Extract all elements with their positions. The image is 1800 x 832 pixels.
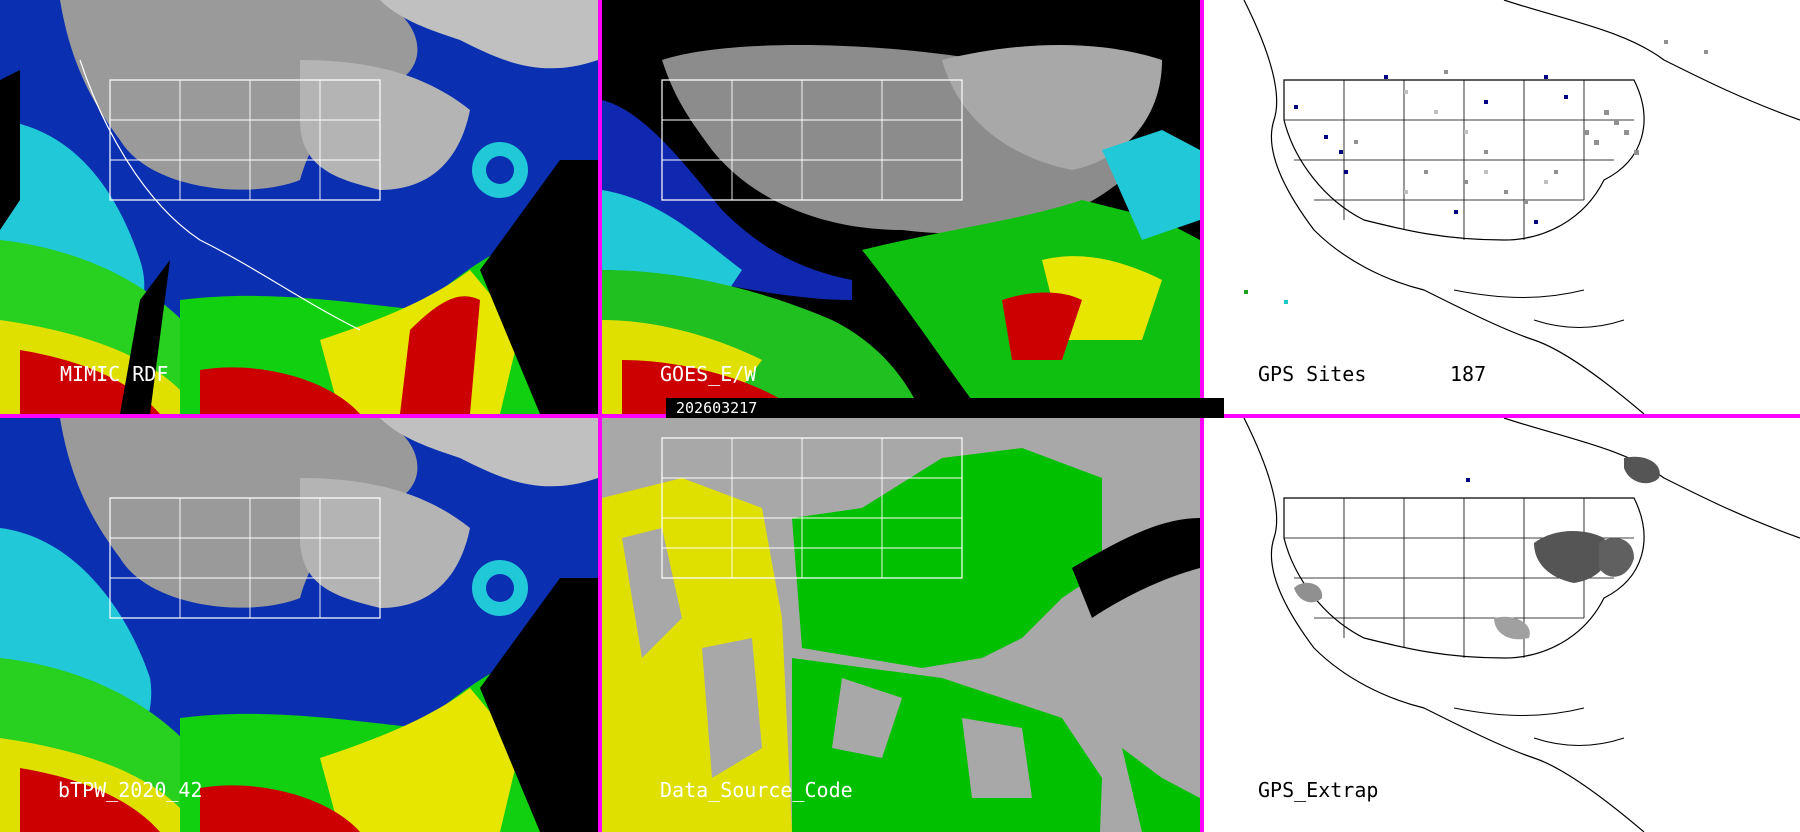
mimic-rdf-map [0,0,598,414]
panel-goes-ew: GOES_E/W [602,0,1200,414]
panel-label: GPS Sites [1258,362,1367,386]
panel-gps-sites: GPS Sites 187 [1204,0,1800,414]
btpw-map [0,418,598,832]
date-bar: 202603217 [666,398,1224,418]
goes-ew-map [602,0,1200,414]
panel-data-source-code: Data_Source_Code [602,418,1200,832]
gps-sites-map [1243,0,1800,414]
panel-label: bTPW_2020_42 [58,778,203,802]
panel-gps-extrap: GPS_Extrap [1204,418,1800,832]
panel-btpw: bTPW_2020_42 [0,418,598,832]
gps-extrap-map [1243,418,1800,832]
panel-label: Data_Source_Code [660,778,853,802]
panel-mimic-rdf: MIMIC RDF [0,0,598,414]
panel-label: GOES_E/W [660,362,757,386]
date-label: 202603217 [676,399,758,417]
panel-label: GPS_Extrap [1258,778,1379,802]
gps-site-count: 187 [1450,362,1487,386]
data-source-code-map [602,418,1200,832]
panel-label: MIMIC RDF [60,362,169,386]
